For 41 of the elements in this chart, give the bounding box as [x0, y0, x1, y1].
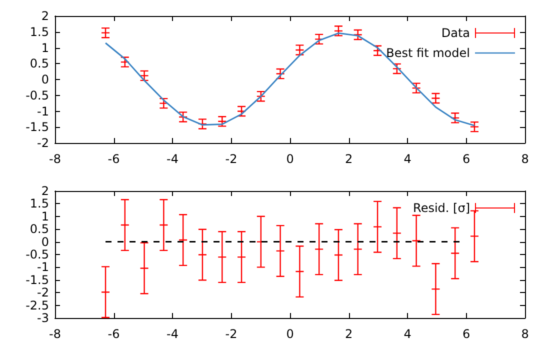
- y-tick-label: -1.5: [26, 120, 49, 134]
- y-tick-label: -1: [37, 104, 49, 118]
- y-tick-label: -2: [37, 136, 49, 150]
- y-tick-label: 0.5: [30, 222, 49, 236]
- y-tick-label: -2: [37, 286, 49, 300]
- y-tick-label: -1.5: [26, 272, 49, 287]
- x-tick-label: 0: [286, 327, 294, 341]
- y-tick-label: -0.5: [26, 88, 49, 102]
- y-tick-label: 1: [41, 209, 49, 224]
- x-tick-label: -6: [108, 152, 120, 166]
- x-tick-label: 2: [344, 327, 353, 341]
- x-tick-label: -8: [49, 152, 61, 166]
- x-tick-label: -8: [49, 327, 61, 341]
- y-tick-label: 2: [41, 184, 49, 198]
- y-tick-label: 1.5: [30, 24, 49, 39]
- x-tick-label: 4: [404, 152, 412, 166]
- x-tick-label: -2: [225, 327, 238, 341]
- x-tick-label: 8: [521, 152, 529, 166]
- x-tick-label: -4: [166, 327, 178, 341]
- x-tick-label: 0: [286, 152, 294, 166]
- x-tick-label: -4: [166, 152, 178, 166]
- y-tick-label: -2.5: [26, 298, 49, 312]
- legend-label: Best fit model: [386, 46, 470, 60]
- x-tick-label: -2: [225, 152, 238, 166]
- x-tick-label: 6: [462, 327, 470, 341]
- y-tick-label: -1: [37, 260, 49, 274]
- legend-label: Resid. [σ]: [413, 201, 470, 215]
- y-tick-label: 0: [41, 72, 49, 86]
- y-tick-label: 1.5: [30, 196, 49, 211]
- y-tick-label: 1: [41, 40, 49, 55]
- x-tick-label: -6: [108, 327, 120, 341]
- y-tick-label: 0: [41, 234, 49, 249]
- legend-label: Data: [441, 26, 470, 40]
- y-tick-label: 0.5: [30, 56, 49, 71]
- y-tick-label: -3: [37, 311, 49, 325]
- y-tick-label: 2: [41, 9, 49, 23]
- x-tick-label: 4: [404, 327, 412, 341]
- x-tick-label: 2: [344, 152, 353, 166]
- x-tick-label: 8: [521, 327, 529, 341]
- x-tick-label: 6: [462, 152, 470, 166]
- y-tick-label: -0.5: [26, 248, 49, 262]
